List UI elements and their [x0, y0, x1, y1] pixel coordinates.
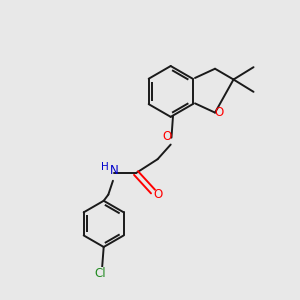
- Text: O: O: [214, 106, 224, 119]
- Text: N: N: [110, 164, 119, 177]
- Text: H: H: [101, 162, 109, 172]
- Text: O: O: [162, 130, 172, 143]
- Text: Cl: Cl: [95, 267, 106, 280]
- Text: O: O: [153, 188, 162, 201]
